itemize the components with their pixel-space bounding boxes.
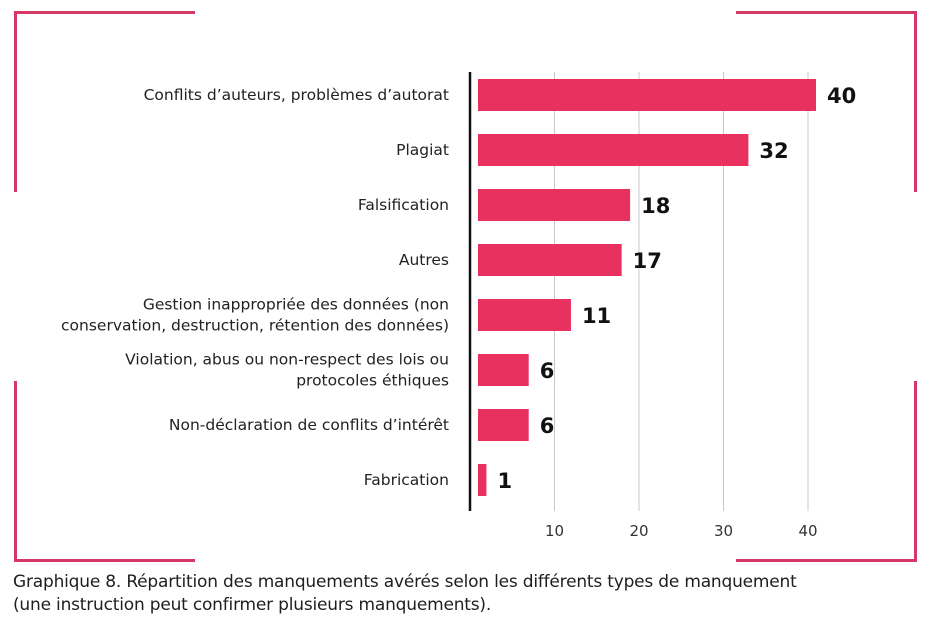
category-label: Plagiat xyxy=(396,141,449,159)
data-label: 17 xyxy=(633,249,662,273)
frame-top-right-h xyxy=(736,11,917,14)
frame-bottom-left-v xyxy=(14,381,17,562)
frame-top-right-v xyxy=(914,11,917,192)
caption-line-1: Graphique 8. Répartition des manquements… xyxy=(13,572,797,592)
frame-top-left-h xyxy=(14,11,195,14)
category-label-line: Violation, abus ou non-respect des lois … xyxy=(125,351,449,369)
bar xyxy=(478,79,816,111)
bar xyxy=(478,354,529,386)
x-tick-label: 20 xyxy=(629,522,648,540)
bar xyxy=(478,464,487,496)
frame-bottom-left-h xyxy=(14,559,195,562)
data-label: 6 xyxy=(540,359,555,383)
category-label-line: protocoles éthiques xyxy=(296,372,449,390)
category-label: Conflits d’auteurs, problèmes d’autorat xyxy=(144,86,449,104)
category-label: Fabrication xyxy=(364,471,449,489)
category-label: Autres xyxy=(399,251,449,269)
x-tick-label: 40 xyxy=(798,522,817,540)
x-tick-label: 30 xyxy=(714,522,733,540)
frame-bottom-right-v xyxy=(914,381,917,562)
data-label: 11 xyxy=(582,304,611,328)
bar xyxy=(478,299,571,331)
category-label-line: Falsification xyxy=(358,196,449,214)
frame-top-left-v xyxy=(14,11,17,192)
data-label: 40 xyxy=(827,84,856,108)
category-label-line: Gestion inappropriée des données (non xyxy=(143,296,449,314)
category-label-line: Non-déclaration de conflits d’intérêt xyxy=(169,416,449,434)
bar-chart: 10 20 30 40 40 Conflits d’auteurs, problèmes … xyxy=(61,72,856,540)
caption-line-2: (une instruction peut confirmer plusieur… xyxy=(13,595,492,615)
category-label-line: Fabrication xyxy=(364,471,449,489)
category-label: Falsification xyxy=(358,196,449,214)
category-label-line: Conflits d’auteurs, problèmes d’autorat xyxy=(144,86,449,104)
category-label-line: Plagiat xyxy=(396,141,449,159)
bar xyxy=(478,409,529,441)
data-label: 32 xyxy=(759,139,788,163)
category-label-line: conservation, destruction, rétention des… xyxy=(61,317,449,335)
data-label: 18 xyxy=(641,194,670,218)
data-label: 1 xyxy=(497,469,512,493)
data-label: 6 xyxy=(540,414,555,438)
category-label: Non-déclaration de conflits d’intérêt xyxy=(169,416,449,434)
bar xyxy=(478,244,622,276)
bar xyxy=(478,189,631,221)
figure-caption: Graphique 8. Répartition des manquements… xyxy=(13,571,933,617)
frame-bottom-right-h xyxy=(736,559,917,562)
category-label: Violation, abus ou non-respect des lois … xyxy=(125,351,449,390)
category-label-line: Autres xyxy=(399,251,449,269)
x-tick-label: 10 xyxy=(545,522,564,540)
bar xyxy=(478,134,749,166)
category-label: Gestion inappropriée des données (non con… xyxy=(61,296,449,335)
